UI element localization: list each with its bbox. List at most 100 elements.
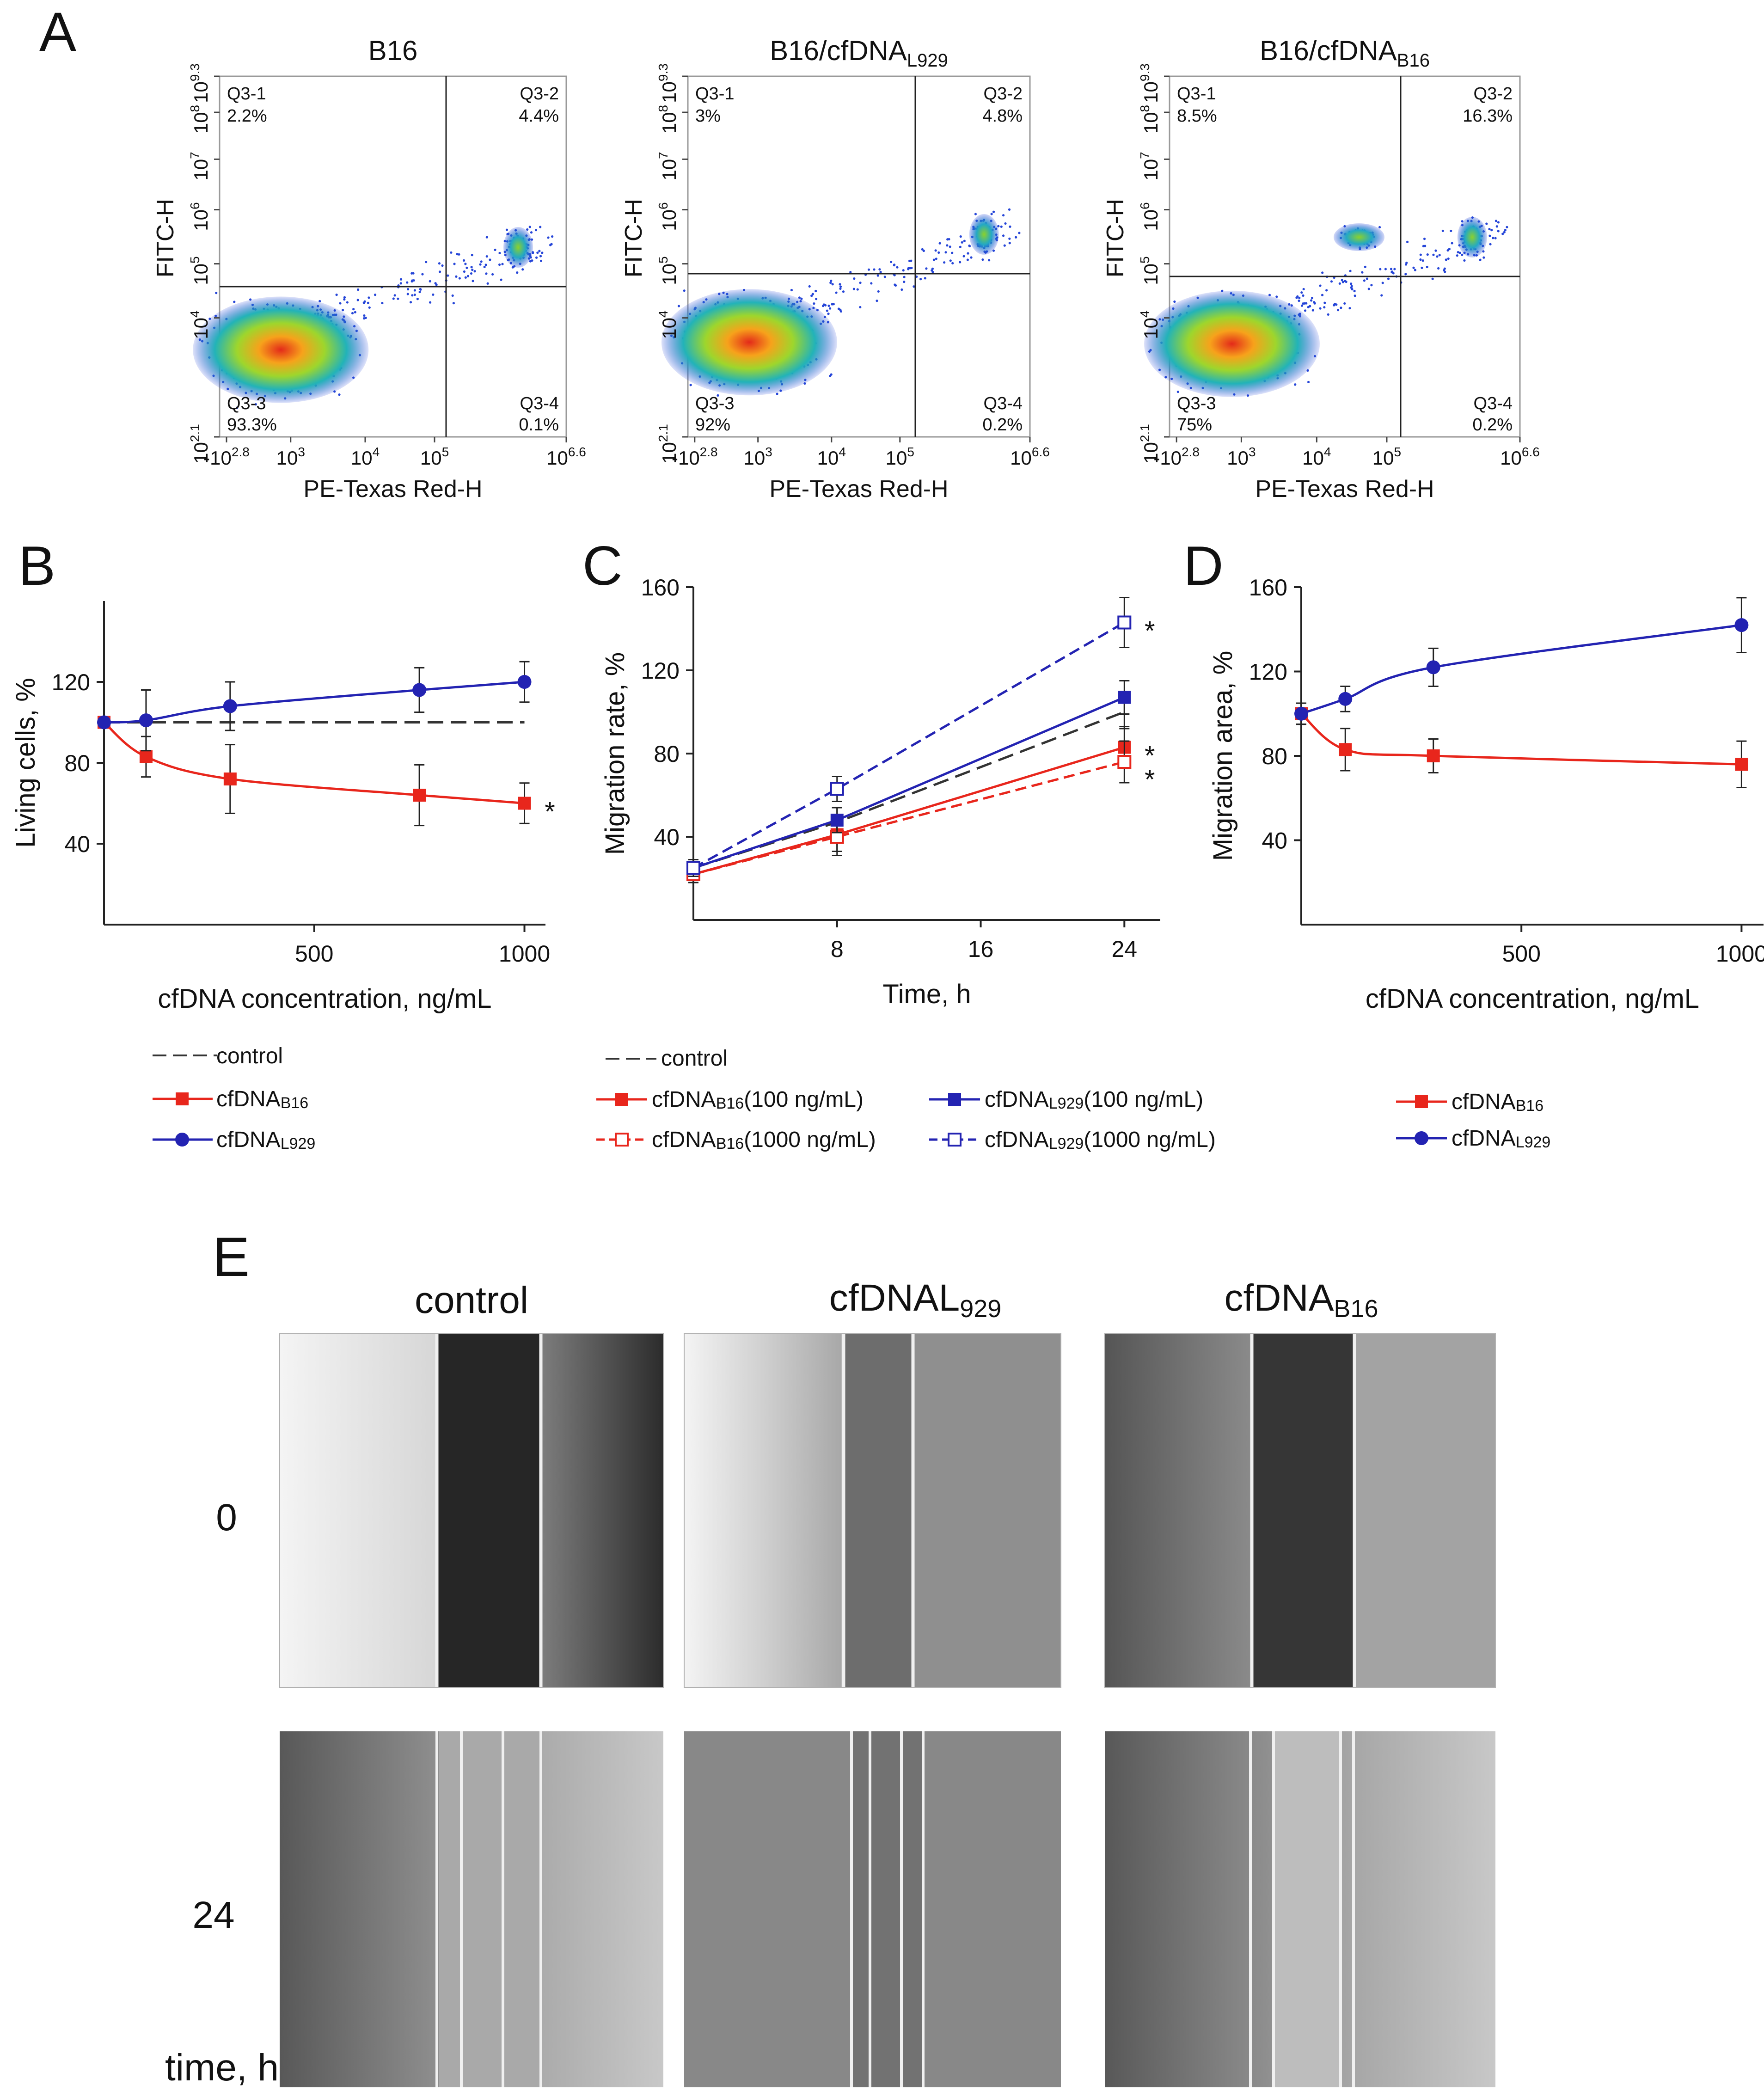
panel-e-label: E [213, 1226, 250, 1288]
flow-x-axis-label: PE-Texas Red-H [303, 476, 482, 503]
flow-event-dot [368, 306, 371, 309]
x-tick-label: 500 [1502, 941, 1540, 967]
data-point [1338, 692, 1353, 706]
quadrant-q3-name: Q3-3 [695, 394, 734, 413]
flow-event-dot [826, 309, 828, 312]
flow-x-tick-label: 104 [1302, 445, 1331, 469]
data-point [1734, 618, 1749, 632]
quadrant-q3-percent: 92% [695, 415, 730, 435]
x-tick-label: 1000 [1716, 941, 1764, 967]
y-axis-title: Migration rate, % [600, 652, 630, 855]
panel-a-label: A [39, 1, 76, 63]
flow-plot-title: B16/cfDNAB16 [1260, 35, 1430, 71]
chart-b: 40 80 120 500 1000 cfDNA concentration, ng/mL… [11, 601, 555, 1014]
flow-event-dot [1444, 270, 1446, 273]
flow-event-dot [808, 285, 811, 288]
flow-event-dot [1461, 253, 1464, 256]
flow-event-dot [411, 294, 414, 297]
flow-y-tick-label: 102.1 [656, 424, 680, 464]
flow-event-dot [962, 255, 965, 258]
flow-event-dot [1319, 307, 1322, 310]
flow-event-dot [959, 245, 962, 248]
series-line [1301, 624, 1742, 715]
data-point [686, 861, 700, 875]
flow-event-dot [811, 293, 814, 295]
flow-event-dot [535, 256, 538, 259]
flow-y-tick-label: 107 [656, 152, 680, 180]
flow-event-dot [932, 258, 935, 261]
flow-event-dot [485, 255, 488, 258]
flow-event-dot [538, 250, 541, 252]
significance-asterisk: * [1145, 765, 1155, 795]
flow-event-dot [451, 294, 454, 297]
flow-event-dot [1000, 225, 1003, 228]
flow-event-dot [1304, 309, 1307, 312]
quadrant-q4-percent: 0.2% [1472, 415, 1513, 435]
flow-event-dot [462, 259, 466, 262]
quadrant-q4-name: Q3-4 [984, 394, 1023, 413]
micrograph-control-24h [280, 1731, 663, 2087]
flow-event-dot [824, 304, 827, 307]
flow-event-dot [233, 300, 236, 303]
flow-event-dot [406, 281, 409, 284]
flow-event-dot [521, 268, 524, 271]
flow-event-dot [821, 305, 825, 307]
x-tick-label: 8 [831, 936, 844, 962]
flow-event-dot [1438, 254, 1441, 257]
flow-y-tick-label: 106 [1138, 202, 1162, 231]
flow-x-tick-label: 106.6 [546, 445, 586, 469]
flow-event-dot [1321, 271, 1324, 274]
flow-event-dot [473, 270, 476, 273]
panel-b-label: B [18, 535, 55, 597]
flow-event-dot [924, 277, 926, 280]
quadrant-q4-name: Q3-4 [1474, 394, 1513, 413]
quadrant-q1-name: Q3-1 [1177, 84, 1216, 104]
flow-event-dot [458, 277, 461, 280]
flow-event-dot [1294, 383, 1297, 386]
flow-main-population [1144, 290, 1320, 397]
flow-event-dot [961, 241, 963, 244]
flow-event-dot [922, 249, 925, 252]
flow-event-dot [412, 272, 415, 275]
flow-event-dot [1448, 248, 1451, 251]
flow-event-dot [1421, 259, 1424, 262]
flow-event-dot [539, 255, 542, 258]
flow-event-dot [1333, 304, 1335, 307]
flow-y-axis-label: FITC-H [1102, 199, 1129, 277]
y-axis-title: Migration area, % [1208, 651, 1238, 861]
flow-event-dot [938, 242, 941, 245]
flow-event-dot [453, 263, 456, 265]
flow-event-dot [1504, 229, 1507, 232]
flow-y-tick-label: 109.3 [1138, 63, 1162, 103]
flow-event-dot [343, 298, 346, 301]
flow-event-dot [1380, 294, 1383, 297]
panel-d-legend: cfDNAB16 cfDNAL929 [1396, 1090, 1550, 1151]
data-point [413, 789, 426, 802]
x-tick-label: 500 [295, 941, 333, 967]
flow-event-dot [1489, 243, 1492, 245]
flow-event-dot [1495, 225, 1498, 228]
legend-d-l929-marker [1415, 1131, 1428, 1145]
quadrant-q2-percent: 4.4% [519, 106, 559, 126]
flow-event-dot [341, 309, 344, 312]
y-tick-label: 40 [654, 824, 680, 850]
flow-event-dot [484, 264, 487, 266]
flow-event-dot [1309, 305, 1311, 307]
panel-d: D cfDNAB16 cfDNAL929 [1183, 535, 1550, 1151]
flow-event-dot [1313, 302, 1316, 305]
flow-plot-1: B16 Q3-12.2% Q3-24.4% Q3-3 93.3% Q3-4 0.1% PE-T… [152, 35, 586, 503]
flow-event-dot [1404, 273, 1407, 276]
flow-plot-title: B16/cfDNAL929 [770, 35, 948, 71]
micrograph-cfdna-b16-24h [1105, 1731, 1495, 2087]
flow-x-axis-label: PE-Texas Red-H [1255, 476, 1434, 503]
flow-event-dot [536, 251, 539, 254]
legend-c-l929-1000-label: cfDNAL929(1000 ng/mL) [985, 1128, 1216, 1153]
data-point [1427, 749, 1440, 762]
series-line [693, 746, 1125, 876]
y-tick-label: 40 [1262, 828, 1287, 854]
flow-event-dot [1419, 258, 1422, 261]
flow-event-dot [338, 393, 341, 396]
flow-event-dot [407, 288, 410, 291]
data-point [830, 782, 844, 796]
flow-event-dot [1349, 270, 1352, 272]
